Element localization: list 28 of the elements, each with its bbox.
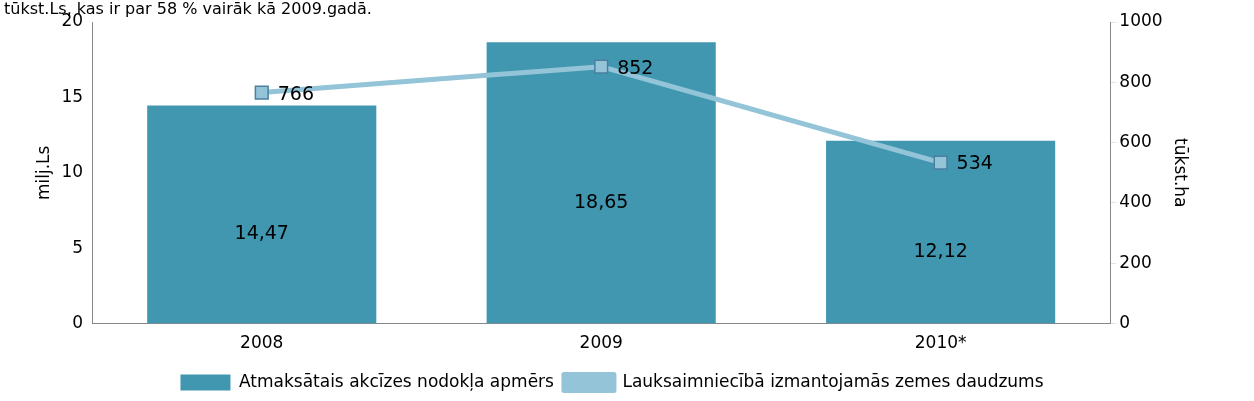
y-tick-label: 10: [61, 161, 84, 182]
bar: [147, 105, 377, 324]
data-label: 12,12: [913, 239, 968, 262]
data-label: 852: [617, 55, 654, 78]
y2-tick-label: 800: [1119, 70, 1152, 91]
x-tick-label: 2008: [240, 332, 284, 353]
data-label: 18,65: [573, 189, 629, 212]
y-tick-label: 0: [72, 312, 84, 333]
data-label: 534: [956, 151, 993, 174]
x-tick-label: 2010*: [914, 332, 967, 353]
y2-tick-label: 600: [1119, 131, 1152, 152]
data-label: 14,47: [234, 221, 289, 244]
x-tick-label: 2009: [579, 332, 623, 353]
y2-axis-title: tūkst.ha: [1171, 138, 1192, 208]
y2-tick-label: 0: [1119, 312, 1131, 333]
y2-tick-label: 400: [1119, 191, 1152, 212]
legend-label: Lauksaimniecībā izmantojamās zemes daudzums: [622, 370, 1044, 391]
bar: [826, 140, 1056, 324]
y-axis-title: milj.Ls: [32, 145, 53, 201]
point: [254, 85, 269, 100]
point: [933, 155, 948, 170]
y-tick-label: 15: [61, 85, 84, 106]
y-tick-label: 5: [72, 236, 84, 257]
y2-tick-label: 200: [1119, 251, 1152, 272]
data-label: 766: [277, 81, 315, 104]
legend-label: Atmaksātais akcīzes nodokļa apmērs: [238, 370, 555, 391]
y2-tick-label: 1000: [1119, 10, 1163, 31]
point: [594, 59, 609, 74]
